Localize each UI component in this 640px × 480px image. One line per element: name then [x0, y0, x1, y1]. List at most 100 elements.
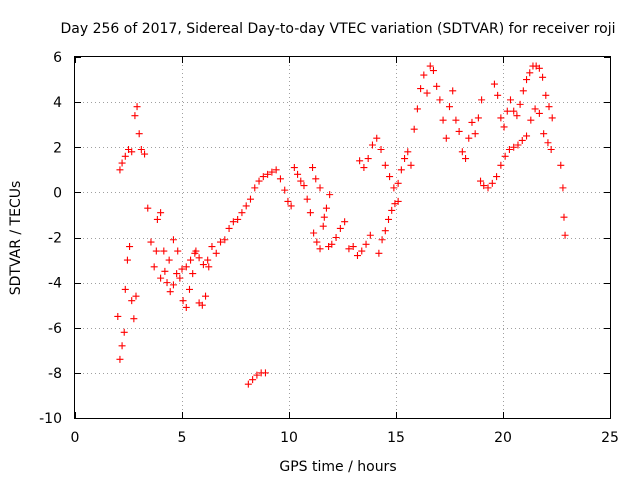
data-point [490, 80, 498, 88]
data-point [548, 114, 556, 122]
data-point [310, 229, 318, 237]
data-point [120, 328, 128, 336]
data-point [518, 136, 526, 144]
data-point [390, 184, 398, 192]
data-point [368, 141, 376, 149]
data-point [178, 265, 186, 273]
data-point [198, 301, 206, 309]
data-point [268, 168, 276, 176]
data-point [388, 206, 396, 214]
data-point [319, 222, 327, 230]
data-point [381, 161, 389, 169]
data-point [381, 227, 389, 235]
data-point [360, 164, 368, 172]
data-point [404, 148, 412, 156]
data-point [166, 288, 174, 296]
data-point [169, 236, 177, 244]
data-point [497, 161, 505, 169]
data-point [332, 234, 340, 241]
data-point [452, 116, 460, 124]
data-point [436, 96, 444, 104]
x-tick-label: 5 [178, 430, 187, 446]
data-point [413, 105, 421, 113]
data-point [322, 204, 330, 212]
data-point [328, 240, 336, 248]
data-points [114, 62, 569, 388]
data-point [309, 164, 317, 172]
plot-frame [74, 56, 611, 419]
y-tick-label: 6 [53, 50, 62, 66]
data-point [165, 256, 173, 264]
data-point [147, 238, 155, 246]
data-point [208, 243, 216, 251]
data-point [161, 267, 169, 275]
data-point [559, 184, 567, 192]
data-point [128, 297, 136, 305]
data-point [187, 256, 195, 264]
data-point [500, 123, 508, 131]
data-point [141, 150, 149, 158]
x-tick-label: 10 [280, 430, 298, 446]
data-point [478, 96, 486, 104]
x-tick-label: 15 [387, 430, 405, 446]
data-point [191, 249, 199, 257]
data-point [468, 118, 476, 126]
y-tick-label: -2 [48, 231, 62, 247]
data-point [316, 245, 324, 253]
data-point [281, 186, 289, 194]
data-point [542, 91, 550, 99]
data-point [297, 177, 305, 185]
data-point [169, 281, 177, 289]
data-point [160, 247, 168, 255]
data-point [128, 148, 136, 156]
grid-lines [75, 57, 610, 418]
x-axis-label: GPS time / hours [279, 459, 396, 475]
data-point [185, 285, 193, 293]
data-point [312, 175, 320, 183]
data-point [137, 146, 145, 154]
data-point [455, 127, 463, 135]
chart-title: Day 256 of 2017, Sidereal Day-to-day VTE… [60, 21, 615, 37]
x-tick-label: 0 [71, 430, 80, 446]
data-point [150, 263, 158, 271]
data-point [484, 184, 492, 192]
data-point [417, 85, 425, 93]
x-tick-label: 25 [601, 430, 619, 446]
data-point [244, 380, 252, 388]
data-point [290, 164, 298, 172]
data-point [152, 247, 160, 255]
data-point [353, 252, 361, 260]
data-point [465, 134, 473, 142]
data-point [345, 245, 353, 253]
data-point [320, 213, 328, 221]
data-point [362, 240, 370, 248]
data-point [526, 69, 534, 77]
data-point [480, 182, 488, 190]
data-point [407, 161, 415, 169]
data-point [391, 200, 399, 208]
data-point [471, 130, 479, 138]
data-point [132, 292, 140, 300]
data-point [135, 130, 143, 138]
data-point [516, 100, 524, 108]
data-point [373, 134, 381, 142]
data-point [539, 73, 547, 81]
data-point [397, 166, 405, 174]
data-point [114, 312, 122, 320]
data-point [130, 315, 138, 323]
data-point [179, 297, 187, 305]
x-tick-labels: 0 5 10 15 20 25 [71, 430, 619, 446]
data-point [364, 155, 372, 163]
data-point [523, 76, 531, 84]
x-tick-label: 20 [494, 430, 512, 446]
data-point [561, 231, 569, 239]
data-point [544, 139, 552, 147]
data-point [234, 215, 242, 223]
data-point [255, 177, 263, 185]
data-point [531, 105, 539, 113]
data-point [375, 249, 383, 257]
data-point [306, 209, 314, 217]
data-point [426, 62, 434, 70]
data-point [545, 103, 553, 111]
data-point [199, 261, 207, 269]
